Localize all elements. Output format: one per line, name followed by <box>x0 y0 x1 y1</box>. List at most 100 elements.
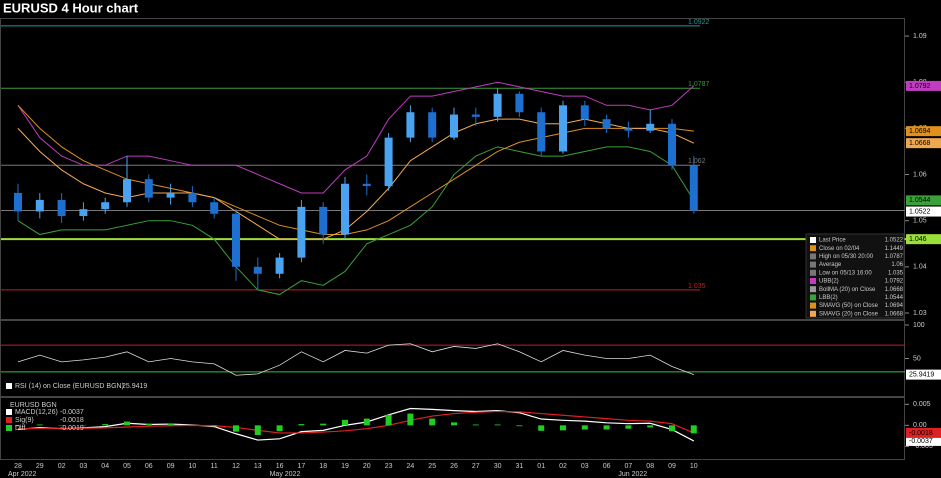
diff-bar <box>429 418 436 426</box>
level-label: 1.062 <box>688 158 706 165</box>
y-tick-label: 1.09 <box>913 33 927 40</box>
x-tick-label: 20 <box>363 463 371 470</box>
x-tick-label: 31 <box>516 463 524 470</box>
rsi-tag-bg <box>906 369 941 380</box>
legend-swatch <box>6 417 12 423</box>
x-tick-label: 27 <box>472 463 480 470</box>
x-tick-label: 02 <box>58 463 66 470</box>
x-tick-label: 12 <box>232 463 240 470</box>
candle-body <box>450 114 458 138</box>
series-line <box>17 118 695 240</box>
legend-swatch <box>810 294 816 301</box>
legend-name: SMAVG (50) on Close <box>819 303 879 309</box>
legend-value: 1.035 <box>888 270 904 276</box>
candle-body <box>166 193 175 198</box>
series-line <box>17 407 695 442</box>
candle-body <box>471 114 480 117</box>
macd-tag: -0.0037 <box>909 438 933 445</box>
diff-bar <box>254 425 261 436</box>
series-tag-bg <box>906 138 941 149</box>
diff-bar <box>124 421 130 426</box>
x-tick-label: 03 <box>581 463 589 470</box>
diff-bar <box>167 423 174 426</box>
candle-body <box>362 183 371 187</box>
legend-swatch <box>810 286 816 293</box>
candle-body <box>341 183 349 235</box>
level-label: 1.0922 <box>688 19 710 26</box>
diff-bar <box>15 425 21 427</box>
diff-bar <box>363 418 370 426</box>
candle-body <box>35 199 44 212</box>
legend-value: -0.0037 <box>60 409 84 416</box>
legend-value: 1.0694 <box>885 303 904 309</box>
x-tick-label: 25 <box>428 463 436 470</box>
chart-title: EURUSD 4 Hour chart <box>3 0 139 15</box>
candle-body <box>57 199 66 217</box>
candle-body <box>537 112 546 152</box>
x-tick-label: 23 <box>385 463 393 470</box>
x-tick-label: 05 <box>123 463 131 470</box>
diff-bar <box>407 413 414 426</box>
legend-name: High on 05/30 20:00 <box>819 254 874 260</box>
price-panel <box>0 18 905 320</box>
legend-value: 1.0522 <box>885 238 904 244</box>
legend-name: LBB(2) <box>819 295 838 301</box>
legend-value: 1.0544 <box>885 295 904 301</box>
legend-value: 1.1449 <box>885 246 904 252</box>
legend-swatch <box>810 278 816 284</box>
diff-bar <box>581 425 588 430</box>
x-tick-label: 03 <box>80 463 88 470</box>
legend-swatch <box>810 261 816 268</box>
candle-body <box>14 193 22 212</box>
x-tick-label: 10 <box>189 463 197 470</box>
candle-body <box>275 257 284 274</box>
series-tag: 1.0668 <box>909 140 931 147</box>
candle-body <box>406 112 415 138</box>
legend-name: Average <box>819 262 842 268</box>
x-tick-label: 29 <box>36 463 44 470</box>
series-line <box>17 104 694 236</box>
legend-value: -0.0018 <box>60 417 84 424</box>
candle-body <box>689 165 698 211</box>
last-price-tag-bg <box>906 206 941 217</box>
legend-swatch <box>810 245 816 252</box>
legend-name: Diff <box>15 425 25 432</box>
level-tag: 1.046 <box>909 236 927 243</box>
candle-body <box>144 179 153 198</box>
diff-bar <box>145 423 152 426</box>
y-tick-label: 0.005 <box>913 401 931 408</box>
candle-body <box>319 206 328 235</box>
legend-name: BollMA (20) on Close <box>819 287 876 293</box>
legend-title: EURUSD BGN <box>10 402 57 409</box>
diff-bar <box>494 424 501 426</box>
month-label: Apr 2022 <box>8 471 37 478</box>
legend-value: 1.0792 <box>885 279 904 285</box>
macd-tag-bg <box>906 435 941 446</box>
legend-swatch <box>6 425 12 431</box>
legend-box <box>805 233 905 319</box>
y-tick-label: 1.06 <box>913 171 927 178</box>
rsi-panel <box>0 320 905 397</box>
y-tick-label: 50 <box>913 355 921 362</box>
candle-body <box>232 213 240 267</box>
legend-name: MACD(12,26) <box>15 409 58 416</box>
series-tag-bg <box>906 195 941 206</box>
level-label: 1.035 <box>688 283 706 290</box>
x-tick-label: 28 <box>14 463 22 470</box>
legend-name: Last Price <box>819 238 846 244</box>
series-tag-bg <box>906 80 941 91</box>
x-tick-label: 19 <box>341 463 349 470</box>
legend-swatch <box>810 302 816 309</box>
x-tick-label: 17 <box>298 463 306 470</box>
legend-swatch <box>6 383 12 389</box>
candle-body <box>188 193 197 203</box>
macd-panel <box>0 397 905 460</box>
series-line <box>17 146 695 296</box>
legend-name: Low on 05/13 16:00 <box>819 270 872 276</box>
diff-bar <box>516 425 523 427</box>
y-tick-label: 1.03 <box>913 310 927 317</box>
x-tick-label: 04 <box>101 463 109 470</box>
diff-bar <box>451 422 457 426</box>
macd-tag: -0.0018 <box>909 430 933 437</box>
